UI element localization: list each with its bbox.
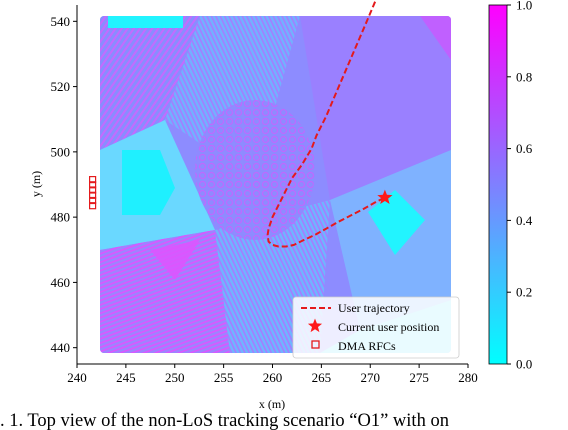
colorbar-tick-label: 0.4	[516, 213, 533, 228]
series-layer	[88, 1, 393, 248]
map-region	[150, 240, 200, 280]
x-axis-label: x (m)	[259, 397, 285, 411]
rfc-marker	[88, 196, 97, 205]
y-tick-label: 500	[51, 144, 71, 159]
x-tick-label: 255	[214, 370, 234, 385]
axes: 240 245 250 255 260 265 270 275 280 440 460 480 500 5…	[51, 5, 478, 385]
legend-label-position: Current user position	[338, 320, 439, 334]
legend-label-trajectory: User trajectory	[338, 301, 410, 315]
rfc-marker	[88, 176, 97, 184]
y-tick-label: 480	[51, 210, 71, 225]
y-tick-label: 440	[51, 340, 71, 355]
legend-marker-star	[307, 318, 323, 333]
map-region	[195, 100, 315, 240]
figure-caption: . 1. Top view of the non-LoS tracking sc…	[0, 411, 449, 430]
rfc-marker	[88, 191, 97, 199]
colorbar-gradient	[488, 4, 508, 365]
colorbar-tick-label: 0.0	[516, 357, 532, 372]
map-region	[108, 16, 183, 28]
map-region	[100, 16, 200, 150]
map-region	[420, 16, 451, 60]
legend: User trajectory Current user position DM…	[292, 296, 460, 359]
coverage-map	[100, 16, 451, 353]
y-tick-label: 520	[51, 79, 71, 94]
rfc-marker	[88, 186, 97, 194]
legend-box	[292, 296, 460, 359]
y-tick-label: 540	[51, 14, 71, 29]
map-region	[300, 16, 451, 200]
rfc-marker	[88, 202, 97, 210]
map-region	[122, 150, 175, 215]
colorbar-tick-label: 0.8	[516, 69, 532, 84]
x-tick-label: 280	[458, 370, 478, 385]
x-tick-label: 265	[312, 370, 332, 385]
x-tick-label: 260	[263, 370, 283, 385]
x-tick-label: 240	[67, 370, 87, 385]
colorbar: 0.0 0.2 0.4 0.6 0.8 1.0	[488, 0, 533, 372]
legend-label-rfc: DMA RFCs	[338, 339, 396, 353]
rfc-marker	[88, 181, 97, 189]
x-tick-label: 245	[116, 370, 136, 385]
colorbar-tick-label: 0.6	[516, 141, 533, 156]
colorbar-tick-label: 1.0	[516, 0, 532, 13]
y-tick-label: 460	[51, 275, 71, 290]
colorbar-tick-label: 0.2	[516, 285, 532, 300]
map-region	[368, 190, 425, 255]
x-tick-label: 250	[165, 370, 185, 385]
x-tick-label: 270	[361, 370, 381, 385]
x-tick-label: 275	[409, 370, 429, 385]
map-region	[100, 230, 230, 353]
y-axis-label: y (m)	[29, 171, 43, 197]
legend-marker-rfc	[311, 340, 320, 349]
current-position-star	[377, 189, 393, 204]
